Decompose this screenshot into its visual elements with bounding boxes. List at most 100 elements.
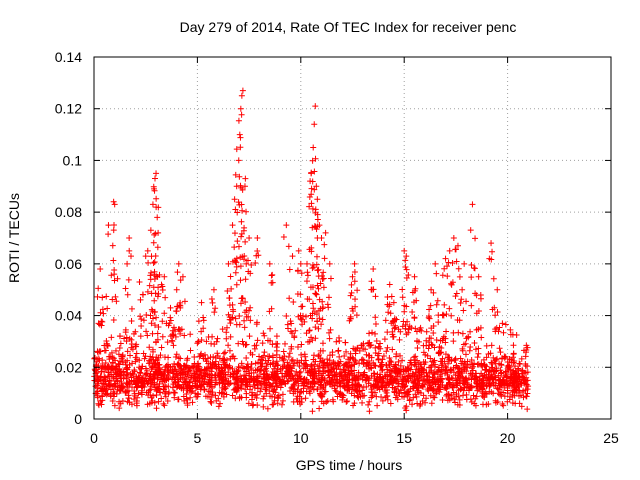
data-point	[450, 235, 457, 241]
data-point	[335, 347, 342, 354]
data-point	[434, 369, 441, 376]
data-point	[100, 310, 107, 317]
data-point	[241, 365, 248, 372]
data-point	[375, 356, 382, 363]
data-point	[147, 386, 154, 393]
data-point	[506, 356, 513, 363]
data-point	[453, 393, 460, 400]
data-point	[306, 203, 313, 210]
data-point	[353, 381, 360, 388]
data-point	[132, 354, 139, 361]
data-point	[459, 374, 466, 381]
data-point	[393, 353, 400, 360]
data-point	[413, 363, 420, 370]
data-point	[500, 374, 507, 381]
data-point	[243, 390, 250, 397]
data-point	[94, 392, 101, 399]
data-point	[396, 336, 403, 343]
data-point	[387, 400, 394, 407]
data-point	[488, 389, 495, 396]
data-point	[319, 375, 326, 382]
data-point	[384, 396, 391, 403]
data-point	[497, 391, 504, 398]
data-point	[164, 339, 171, 346]
data-point	[263, 384, 270, 391]
data-point	[510, 350, 517, 357]
data-point	[374, 371, 381, 378]
data-point	[206, 376, 213, 383]
data-point	[483, 383, 490, 390]
data-point	[188, 389, 195, 396]
data-point	[151, 231, 158, 238]
data-point	[319, 340, 326, 347]
data-point	[430, 289, 437, 296]
data-point	[318, 376, 325, 383]
data-point	[143, 328, 150, 335]
data-point	[373, 338, 380, 345]
data-point	[510, 379, 517, 386]
data-point	[269, 393, 276, 400]
data-point	[475, 345, 482, 352]
data-point	[247, 365, 254, 372]
data-point	[501, 393, 508, 400]
data-point	[513, 332, 520, 339]
data-point	[354, 373, 361, 380]
data-point	[236, 173, 243, 180]
data-point	[139, 291, 146, 298]
data-point	[161, 310, 168, 317]
data-point	[423, 369, 430, 376]
data-point	[448, 367, 455, 374]
data-point	[155, 354, 162, 361]
data-point	[285, 353, 292, 360]
data-point	[334, 377, 341, 384]
data-point	[417, 400, 424, 407]
data-point	[448, 374, 455, 381]
data-point	[198, 328, 205, 335]
data-point	[131, 387, 138, 394]
data-point	[154, 336, 161, 343]
data-point	[412, 325, 419, 332]
data-point	[138, 374, 145, 381]
data-point	[172, 333, 179, 340]
data-point	[468, 302, 475, 309]
data-point	[99, 306, 106, 313]
data-point	[159, 333, 166, 340]
data-point	[462, 351, 469, 358]
data-point	[114, 386, 121, 393]
data-point	[209, 299, 216, 306]
data-point	[166, 320, 173, 327]
data-point	[440, 312, 447, 319]
data-point	[471, 360, 478, 367]
data-point	[264, 353, 271, 360]
data-point	[311, 373, 318, 380]
data-point	[226, 295, 233, 302]
data-point	[291, 386, 298, 393]
data-point	[232, 395, 239, 402]
data-point	[518, 355, 525, 362]
data-point	[453, 290, 460, 297]
data-point	[124, 381, 131, 388]
data-point	[432, 363, 439, 370]
y-tick-label: 0.04	[55, 308, 82, 324]
data-point	[141, 378, 148, 385]
data-point	[263, 390, 270, 397]
data-point	[513, 383, 520, 390]
data-point	[210, 353, 217, 360]
data-point	[182, 363, 189, 370]
data-point	[312, 223, 319, 230]
data-point	[234, 238, 241, 245]
data-point	[234, 209, 241, 216]
data-point	[316, 222, 323, 229]
data-point	[291, 333, 298, 340]
data-point	[99, 357, 106, 364]
data-point	[475, 326, 482, 333]
data-point	[352, 296, 359, 303]
data-point	[199, 375, 206, 382]
data-point	[493, 365, 500, 372]
data-point	[247, 304, 254, 311]
data-point	[241, 252, 248, 259]
data-point	[235, 117, 242, 124]
data-point	[269, 271, 276, 278]
x-tick-label: 10	[293, 430, 309, 446]
data-point	[323, 398, 330, 405]
